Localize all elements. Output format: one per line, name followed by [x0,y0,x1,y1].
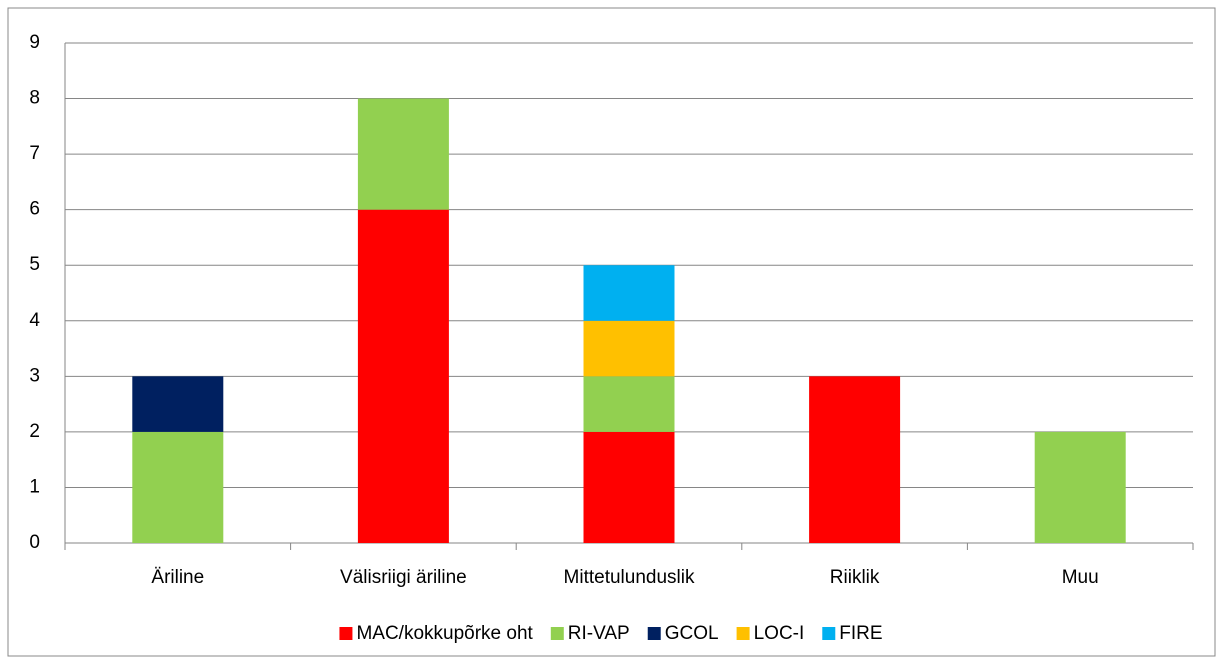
bar-segment [583,320,675,377]
y-tick-label: 5 [29,254,40,275]
legend-swatch [550,627,564,640]
legend-label: LOC-I [754,623,805,644]
bar-segment [357,98,449,210]
y-tick-label: 3 [29,365,40,386]
bar-segment [583,431,675,543]
x-tick-label: Mittetulunduslik [564,567,695,588]
bar-segment [583,376,675,432]
y-tick-label: 2 [29,421,40,442]
bar-segment [357,209,449,543]
bar-segment [809,376,901,543]
bar-segment [132,376,224,432]
y-tick-label: 4 [29,310,40,331]
legend-swatch [647,627,661,640]
bar-segment [132,431,224,543]
y-tick-label: 9 [29,32,40,53]
legend-label: RI-VAP [568,623,630,644]
x-tick-label: Välisriigi äriline [340,567,467,588]
legend-label: FIRE [839,623,882,644]
y-tick-label: 1 [29,476,40,497]
y-tick-label: 8 [29,88,40,109]
y-tick-label: 7 [29,143,40,164]
bar-segment [583,265,675,321]
bar-segment [1034,431,1126,543]
legend-swatch [822,627,836,640]
y-tick-label: 6 [29,199,40,220]
x-tick-label: Äriline [151,567,204,588]
x-tick-label: Riiklik [830,567,880,588]
y-tick-label: 0 [29,532,40,553]
legend-label: GCOL [665,623,719,644]
legend-swatch [339,627,353,640]
legend-swatch [736,627,750,640]
x-tick-label: Muu [1062,567,1099,588]
legend-label: MAC/kokkupõrke oht [356,623,533,644]
